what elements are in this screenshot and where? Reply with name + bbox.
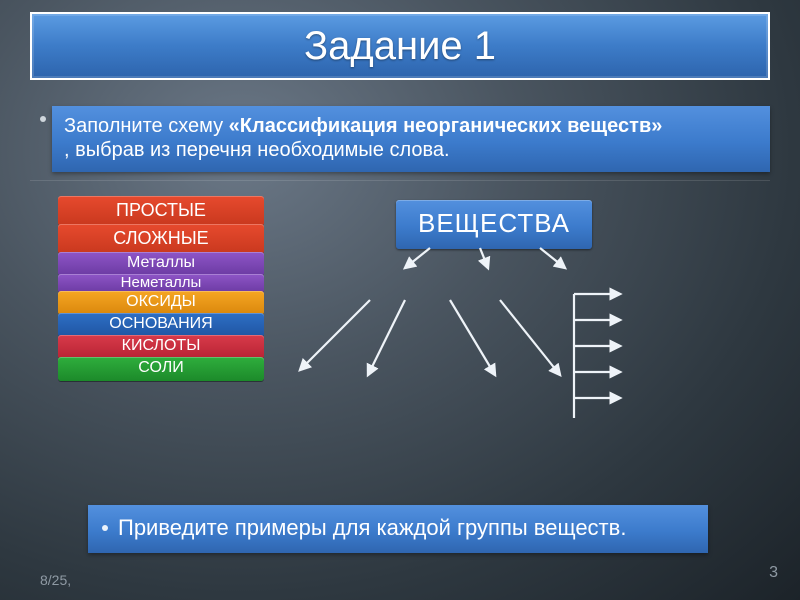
word-chip-5[interactable]: ОСНОВАНИЯ [58, 313, 264, 337]
instruction-prefix: Заполните схему [64, 115, 229, 137]
word-chip-0[interactable]: ПРОСТЫЕ [58, 196, 264, 226]
word-chip-7[interactable]: СОЛИ [58, 357, 264, 381]
instruction-line2: , выбрав из перечня необходимые слова. [64, 138, 758, 162]
instruction-box: Заполните схему «Классификация неорганич… [52, 106, 770, 172]
slide-title: Задание 1 [304, 24, 496, 69]
word-bank: ПРОСТЫЕСЛОЖНЫЕМеталлыНеметаллыОКСИДЫОСНО… [58, 196, 264, 379]
footer-text: Приведите примеры для каждой группы веще… [118, 515, 626, 541]
slide-date: 8/25, [40, 572, 71, 588]
word-chip-2[interactable]: Металлы [58, 252, 264, 276]
word-chip-6[interactable]: КИСЛОТЫ [58, 335, 264, 359]
instruction-bold: «Классификация неорганических веществ» [229, 115, 663, 137]
root-node-substances[interactable]: ВЕЩЕСТВА [396, 200, 592, 249]
instruction-line1: Заполните схему «Классификация неорганич… [64, 114, 758, 138]
word-chip-4[interactable]: ОКСИДЫ [58, 291, 264, 315]
footer-instruction: Приведите примеры для каждой группы веще… [88, 505, 708, 553]
bullet-icon [40, 116, 46, 122]
bullet-icon [102, 525, 108, 531]
slide: Задание 1 Заполните схему «Классификация… [0, 0, 800, 600]
title-bar: Задание 1 [30, 12, 770, 80]
instruction-row: Заполните схему «Классификация неорганич… [30, 102, 770, 181]
word-chip-1[interactable]: СЛОЖНЫЕ [58, 224, 264, 254]
page-number: 3 [769, 564, 778, 582]
